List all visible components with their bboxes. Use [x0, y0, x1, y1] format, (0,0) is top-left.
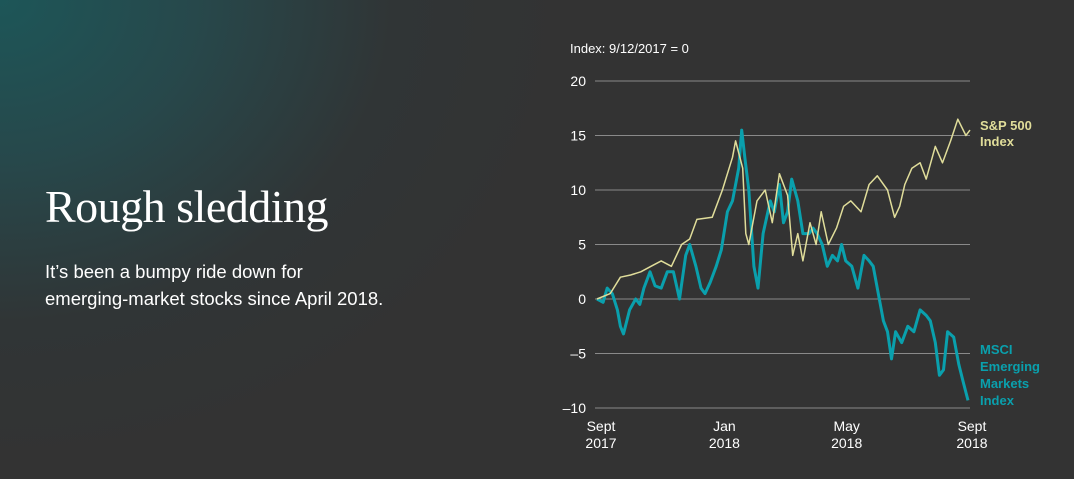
series-label: Index [980, 134, 1015, 149]
y-axis-note: Index: 9/12/2017 = 0 [570, 41, 689, 56]
x-tick-label-year: 2017 [585, 435, 616, 451]
y-tick-label: –5 [570, 346, 586, 362]
y-tick-label: 5 [578, 237, 586, 253]
page-title: Rough sledding [45, 181, 329, 232]
series-line-msci-em [596, 128, 970, 401]
series-label: S&P 500 [980, 118, 1032, 133]
y-tick-label: 20 [570, 73, 586, 89]
y-tick-labels: 20 15 10 5 0 –5 –10 [563, 73, 587, 416]
series-label: Emerging [980, 359, 1040, 374]
x-tick-label-year: 2018 [956, 435, 987, 451]
y-tick-label: 10 [570, 182, 586, 198]
x-tick-label-month: Sept [958, 418, 987, 434]
y-tick-label: –10 [563, 400, 587, 416]
series-label: Markets [980, 376, 1029, 391]
series-line-sp500 [596, 118, 971, 300]
x-tick-label-month: Sept [587, 418, 616, 434]
series-lines [596, 118, 971, 401]
x-tick-label-year: 2018 [831, 435, 862, 451]
x-tick-label-month: Jan [713, 418, 736, 434]
x-tick-label-month: May [833, 418, 859, 434]
series-label: MSCI [980, 342, 1013, 357]
y-tick-label: 15 [570, 128, 586, 144]
series-label: Index [980, 393, 1015, 408]
gridlines [595, 80, 970, 409]
y-tick-label: 0 [578, 291, 586, 307]
page-subtitle: It’s been a bumpy ride down for emerging… [45, 261, 384, 309]
x-tick-label-year: 2018 [709, 435, 740, 451]
